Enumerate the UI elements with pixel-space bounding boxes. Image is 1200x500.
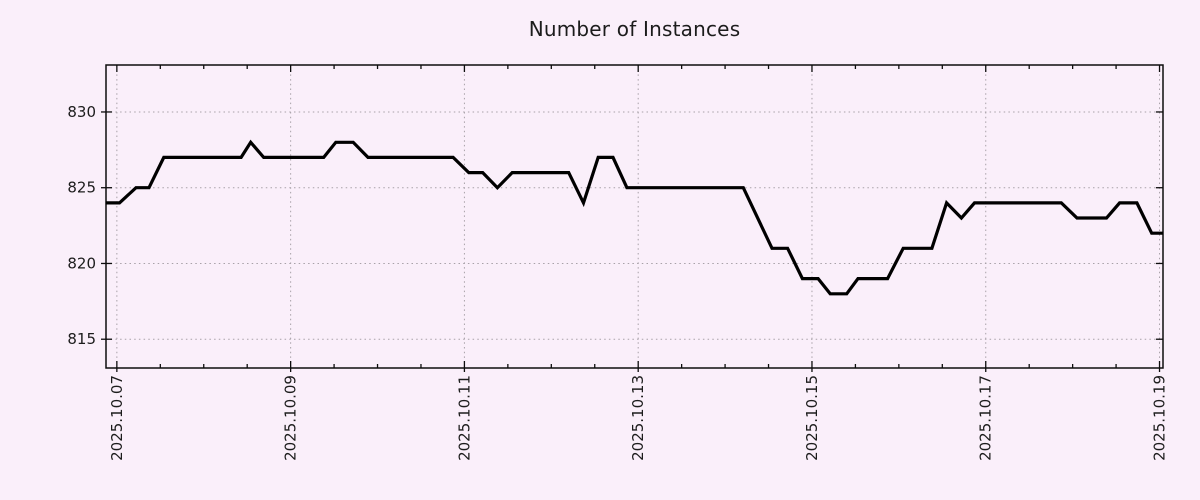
y-tick-label: 830 xyxy=(67,103,96,121)
x-tick-label: 2025.10.17 xyxy=(977,375,995,461)
x-tick-label: 2025.10.15 xyxy=(803,375,821,461)
x-tick-label: 2025.10.07 xyxy=(108,375,126,461)
x-tick-label: 2025.10.09 xyxy=(282,375,300,461)
x-tick-label: 2025.10.11 xyxy=(455,375,473,461)
y-tick-label: 825 xyxy=(67,179,96,197)
x-tick-label: 2025.10.13 xyxy=(629,375,647,461)
chart-title: Number of Instances xyxy=(528,17,741,41)
y-tick-label: 815 xyxy=(67,330,96,348)
x-tick-label: 2025.10.19 xyxy=(1151,375,1169,461)
plot-border xyxy=(105,64,1164,369)
series-line-instances xyxy=(105,139,1163,296)
y-tick-label: 820 xyxy=(67,254,96,272)
